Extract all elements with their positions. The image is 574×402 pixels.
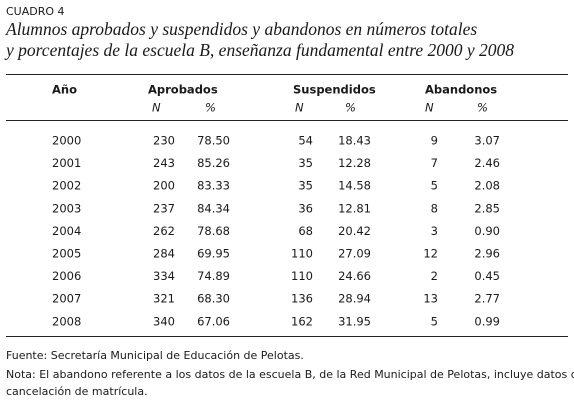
sub-header: N [152,101,161,115]
table-cell: 68 [298,224,313,238]
year-cell: 2001 [52,156,81,170]
year-cell: 2003 [52,201,81,215]
table-cell: 200 [153,179,175,193]
table-cell: 110 [291,269,313,283]
sub-header: % [205,101,216,115]
year-cell: 2007 [52,292,81,306]
table-label: CUADRO 4 [6,5,65,18]
table-cell: 2.46 [474,156,500,170]
table-cell: 5 [431,314,438,328]
footnote: cancelación de matrícula. [6,385,148,398]
table-cell: 67.06 [197,314,230,328]
table-cell: 3 [431,224,438,238]
table-cell: 13 [423,292,438,306]
table-cell: 0.90 [474,224,500,238]
column-header: Año [52,83,77,97]
table-cell: 0.45 [474,269,500,283]
table-cell: 12 [423,247,438,261]
table-cell: 35 [298,156,313,170]
table-cell: 2.77 [474,292,500,306]
title-line: y porcentajes de la escuela B, enseñanza… [4,40,514,60]
table-cell: 284 [153,247,175,261]
table-cell: 262 [153,224,175,238]
table-cell: 5 [431,179,438,193]
table-cell: 36 [298,201,313,215]
table-cell: 2 [431,269,438,283]
sub-header: N [295,101,304,115]
table-cell: 78.50 [197,134,230,148]
table-cell: 237 [153,201,175,215]
table-cell: 28.94 [338,292,371,306]
table-cell: 340 [153,314,175,328]
table-cell: 31.95 [338,314,371,328]
title-line: Alumnos aprobados y suspendidos y abando… [5,19,477,39]
source-note: Fuente: Secretaría Municipal de Educació… [6,349,304,362]
table-cell: 110 [291,247,313,261]
year-cell: 2000 [52,134,81,148]
table-cell: 2.08 [474,179,500,193]
table-cell: 12.81 [338,201,371,215]
table-cell: 334 [153,269,175,283]
column-header: Abandonos [425,83,497,97]
column-header: Suspendidos [293,83,376,97]
table-cell: 84.34 [197,201,230,215]
footnote: Nota: El abandono referente a los datos … [6,368,574,381]
table-cell: 2.85 [474,201,500,215]
table-cell: 85.26 [197,156,230,170]
table-cell: 20.42 [338,224,371,238]
table-cell: 162 [291,314,313,328]
table-cell: 14.58 [338,179,371,193]
year-cell: 2002 [52,179,81,193]
table-cell: 74.89 [197,269,230,283]
column-header: Aprobados [148,83,218,97]
table-cell: 18.43 [338,134,371,148]
year-cell: 2005 [52,247,81,261]
table-cell: 9 [431,134,438,148]
table-cell: 8 [431,201,438,215]
table-cell: 136 [291,292,313,306]
table-cell: 7 [431,156,438,170]
table-cell: 321 [153,292,175,306]
table-cell: 54 [298,134,313,148]
table-cell: 78.68 [197,224,230,238]
table-cell: 83.33 [197,179,230,193]
table-cell: 68.30 [197,292,230,306]
table-cell: 27.09 [338,247,371,261]
sub-header: % [477,101,488,115]
year-cell: 2008 [52,314,81,328]
table-cell: 0.99 [474,314,500,328]
table-cell: 35 [298,179,313,193]
table-cell: 230 [153,134,175,148]
table-cell: 2.96 [474,247,500,261]
table-cell: 3.07 [474,134,500,148]
table-cell: 24.66 [338,269,371,283]
table-cell: 243 [153,156,175,170]
sub-header: N [425,101,434,115]
year-cell: 2004 [52,224,81,238]
sub-header: % [345,101,356,115]
year-cell: 2006 [52,269,81,283]
table-cell: 69.95 [197,247,230,261]
table-cell: 12.28 [338,156,371,170]
